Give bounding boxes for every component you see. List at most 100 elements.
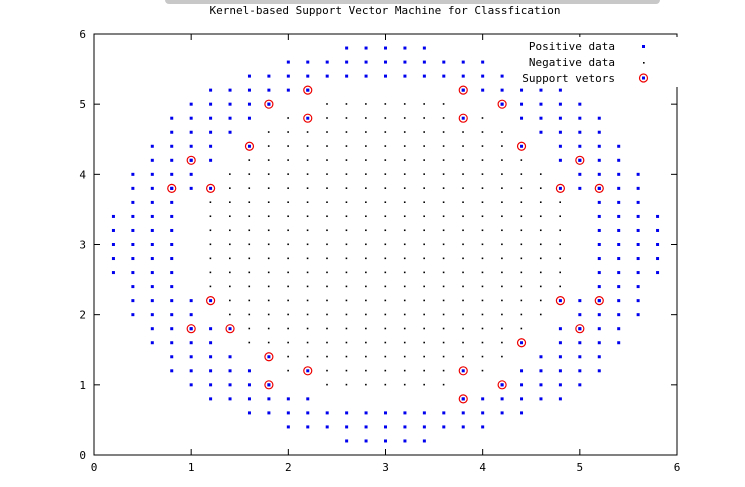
negative-point	[248, 285, 251, 288]
positive-point	[481, 60, 485, 64]
positive-point	[364, 46, 368, 50]
negative-point	[403, 215, 406, 218]
positive-point	[189, 355, 193, 359]
negative-point	[306, 355, 309, 358]
negative-point	[229, 285, 231, 288]
negative-point	[326, 271, 328, 274]
negative-point	[209, 285, 212, 288]
positive-point	[228, 369, 232, 373]
support-vector-center	[267, 383, 271, 387]
support-vector-point	[264, 380, 274, 390]
positive-point	[636, 313, 640, 317]
negative-point	[501, 257, 503, 260]
x-tick-label: 6	[674, 461, 681, 474]
negative-point	[520, 313, 523, 316]
negative-point	[365, 145, 367, 147]
negative-point	[403, 341, 406, 344]
positive-point	[364, 411, 368, 415]
positive-point	[617, 158, 621, 162]
positive-point	[442, 60, 446, 64]
negative-point	[442, 369, 445, 372]
negative-point	[481, 243, 484, 246]
negative-point	[442, 257, 445, 260]
negative-point	[287, 117, 289, 119]
negative-point	[248, 271, 251, 274]
positive-point	[345, 439, 349, 443]
support-vector-center	[247, 144, 251, 148]
negative-point	[520, 159, 523, 161]
positive-point	[481, 88, 485, 92]
positive-point	[558, 116, 562, 120]
negative-point	[306, 299, 309, 302]
x-tick-label: 5	[577, 461, 584, 474]
negative-point	[462, 257, 464, 260]
positive-point	[150, 285, 154, 289]
positive-point	[267, 88, 271, 92]
negative-point	[462, 355, 464, 358]
negative-point	[384, 131, 387, 133]
positive-point	[636, 172, 640, 176]
negative-point	[423, 271, 425, 274]
positive-point	[597, 257, 601, 261]
x-tick-label: 4	[479, 461, 486, 474]
positive-point	[228, 88, 232, 92]
negative-point	[229, 313, 231, 316]
negative-point	[520, 187, 523, 189]
support-vector-center	[306, 369, 310, 373]
positive-point	[558, 88, 562, 92]
axis-ticks: 0 1 2 3 4 5 6 0 1 2 3 4 5 6	[79, 28, 680, 474]
negative-point	[462, 229, 464, 232]
negative-point	[248, 201, 251, 203]
positive-point	[209, 88, 213, 92]
negative-point	[501, 229, 503, 232]
negative-point	[345, 243, 348, 246]
negative-point	[365, 215, 367, 218]
positive-point	[617, 271, 621, 275]
negative-point	[365, 285, 367, 288]
positive-point	[384, 439, 387, 443]
negative-point	[442, 299, 445, 302]
negative-point	[462, 243, 464, 246]
positive-point	[636, 228, 640, 232]
legend-marker-positive	[642, 45, 645, 48]
positive-point	[384, 425, 387, 429]
negative-point	[501, 145, 503, 147]
negative-point	[326, 341, 328, 344]
negative-point	[442, 341, 445, 344]
positive-point	[520, 369, 524, 373]
positive-point	[578, 116, 582, 120]
negative-point	[539, 271, 542, 274]
negative-point	[481, 131, 484, 133]
positive-point	[286, 411, 290, 415]
negative-point	[248, 299, 251, 302]
negative-point	[326, 117, 328, 119]
negative-point	[326, 103, 328, 105]
negative-point	[423, 187, 425, 189]
legend: Positive data Negative data Support veto…	[520, 37, 680, 87]
support-vector-center	[267, 355, 271, 359]
positive-point	[636, 186, 640, 190]
negative-point	[326, 285, 328, 288]
negative-point	[287, 215, 289, 218]
support-vector-center	[267, 102, 271, 106]
negative-point	[365, 117, 367, 119]
positive-point	[539, 397, 543, 401]
negative-point	[559, 285, 561, 288]
positive-point	[617, 299, 621, 303]
negative-point	[442, 285, 445, 288]
negative-point	[403, 159, 406, 161]
negative-point	[423, 327, 425, 330]
negative-point	[501, 271, 503, 274]
positive-point	[131, 243, 135, 246]
support-vector-point	[458, 366, 468, 376]
negative-point	[287, 257, 289, 260]
negative-point	[559, 215, 561, 218]
positive-point	[636, 243, 640, 246]
negative-point	[481, 369, 484, 372]
negative-point	[403, 257, 406, 260]
positive-point	[247, 102, 251, 106]
negative-point	[365, 299, 367, 302]
negative-point	[539, 243, 542, 246]
negative-point	[209, 215, 212, 218]
